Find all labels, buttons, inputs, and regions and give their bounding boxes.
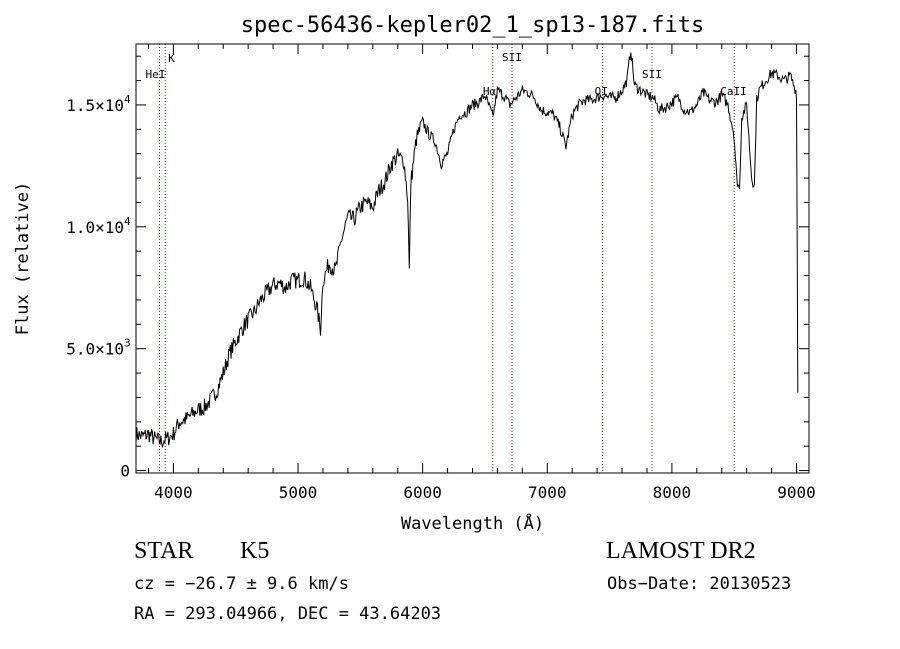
redshift-velocity: cz = −26.7 ± 9.6 km/s (134, 574, 349, 594)
plot-frame (135, 43, 810, 474)
x-tick-label: 5000 (279, 483, 318, 502)
object-class: STAR (134, 538, 194, 564)
chart-title: spec-56436-kepler02_1_sp13-187.fits (241, 13, 705, 38)
spectral-line-label: SII (502, 51, 522, 64)
sky-coordinates: RA = 293.04966, DEC = 43.64203 (134, 604, 442, 624)
spectral-line-label: SII (642, 68, 662, 81)
y-tick-exponent: 4 (124, 215, 131, 228)
y-tick-label: 1.0×10 (66, 218, 124, 237)
spectral-line-label: CaII (720, 85, 747, 98)
y-tick-exponent: 4 (124, 93, 131, 106)
spectral-line-label: Hα (483, 85, 497, 98)
y-tick-label: 5.0×10 (66, 340, 124, 359)
spectral-line-label: HeI (146, 68, 166, 81)
x-tick-label: 4000 (154, 483, 193, 502)
y-tick-label: 0 (120, 462, 130, 481)
y-tick-exponent: 3 (124, 337, 131, 350)
y-axis-label: Flux (relative) (13, 182, 33, 336)
x-tick-label: 6000 (403, 483, 442, 502)
x-tick-label: 8000 (653, 483, 692, 502)
spectrum-line (135, 52, 799, 449)
observation-date: Obs−Date: 20130523 (607, 574, 792, 594)
x-axis-label: Wavelength (Å) (401, 512, 544, 534)
spectral-line-label: K (168, 52, 175, 65)
survey-name: LAMOST DR2 (606, 538, 756, 564)
x-tick-label: 9000 (777, 483, 816, 502)
object-subclass: K5 (240, 538, 270, 564)
y-tick-label: 1.5×10 (66, 96, 124, 115)
x-tick-label: 7000 (528, 483, 567, 502)
